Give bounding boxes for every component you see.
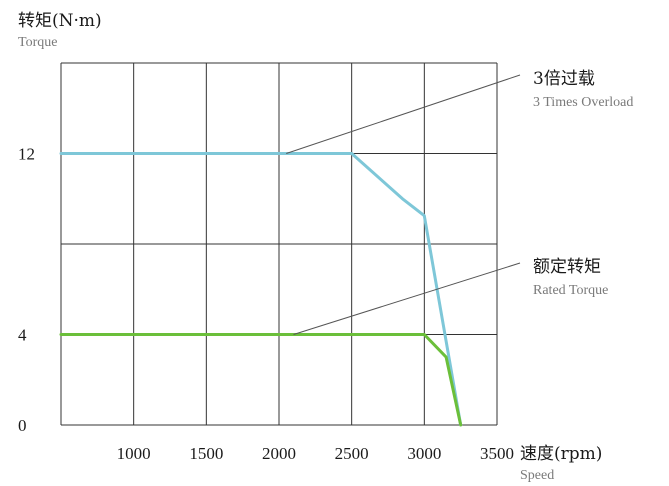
x-tick-label: 1500 xyxy=(189,444,223,463)
chart-grid xyxy=(60,62,498,426)
overload-curve xyxy=(59,152,463,427)
y-tick-label: 12 xyxy=(18,145,35,164)
x-axis-title-en: Speed xyxy=(520,468,554,483)
y-axis-title-en: Torque xyxy=(18,35,57,50)
x-axis-title-cn: 速度(rpm) xyxy=(520,444,602,464)
chart-series xyxy=(59,152,463,427)
y-tick-label: 0 xyxy=(18,416,27,435)
x-tick-label: 2500 xyxy=(335,444,369,463)
rated-curve xyxy=(59,333,463,427)
x-tick-label: 1000 xyxy=(117,444,151,463)
overload-leader-line xyxy=(286,74,521,154)
annotation-leaders xyxy=(286,74,521,335)
y-tick-label: 4 xyxy=(18,326,27,345)
x-tick-label: 3000 xyxy=(407,444,441,463)
x-tick-label: 2000 xyxy=(262,444,296,463)
y-axis-title-cn: 转矩(N·m) xyxy=(18,11,102,31)
rated-label-cn: 额定转矩 xyxy=(533,257,601,277)
axis-ticks: 1000 1500 2000 2500 3000 3500 12 4 0 xyxy=(18,145,514,464)
x-tick-label: 3500 xyxy=(480,444,514,463)
rated-leader-line xyxy=(293,262,521,335)
overload-label-cn: 3倍过载 xyxy=(533,69,595,89)
overload-label-en: 3 Times Overload xyxy=(533,95,633,110)
rated-label-en: Rated Torque xyxy=(533,283,608,298)
